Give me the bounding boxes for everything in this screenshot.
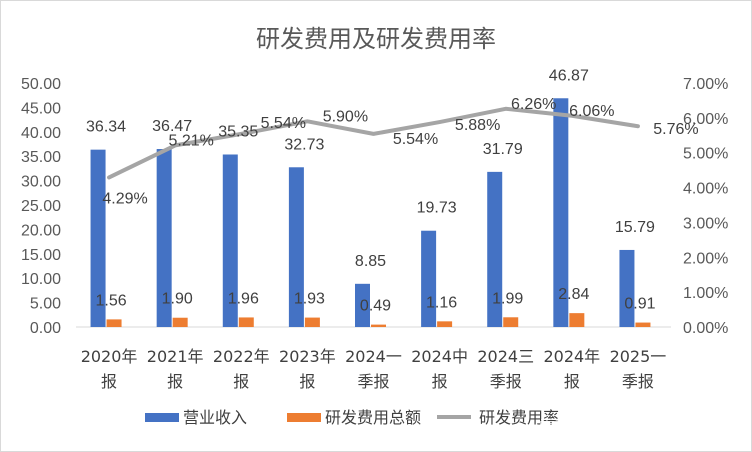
revenue-data-label: 31.79 — [483, 141, 523, 158]
category-label-line2: 报 — [299, 372, 315, 391]
rd-ratio-data-label: 5.88% — [455, 117, 500, 134]
revenue-bar — [487, 171, 503, 327]
category-label-line1: 2020年 — [81, 347, 138, 366]
revenue-data-label: 8.85 — [355, 253, 386, 270]
right-axis-tick-label: 0.00% — [683, 320, 728, 337]
rd-expense-bar — [106, 319, 122, 327]
category-label-line2: 报 — [233, 372, 249, 391]
data-labels-group: 36.34 36.47 35.35 32.73 8.85 19.73 31.79 46.87 1… — [86, 67, 699, 314]
category-label-line2: 报 — [564, 372, 580, 391]
rd-expense-data-label: 1.90 — [162, 291, 193, 308]
rd-expense-bar — [503, 317, 519, 327]
revenue-data-label: 32.73 — [284, 136, 324, 153]
category-label-line2: 季报 — [622, 372, 654, 391]
revenue-data-label: 36.47 — [152, 118, 192, 135]
category-label-line1: 2024一 — [345, 347, 402, 366]
right-axis-tick-label: 4.00% — [683, 181, 728, 198]
category-label-line2: 季报 — [490, 372, 522, 391]
category-label-line1: 2022年 — [213, 347, 270, 366]
rd-expense-data-label: 1.96 — [228, 290, 259, 307]
rd-ratio-data-label: 5.90% — [323, 108, 368, 125]
legend-label: 研发费用总额 — [325, 408, 421, 427]
revenue-bar — [355, 283, 370, 327]
rd-expense-data-label: 1.93 — [294, 291, 325, 308]
category-label-line2: 报 — [101, 372, 117, 391]
rd-ratio-data-label: 5.54% — [393, 131, 438, 148]
revenue-data-label: 15.79 — [615, 219, 655, 236]
rd-ratio-data-label: 5.54% — [261, 115, 306, 132]
right-axis-tick-label: 1.00% — [683, 285, 728, 302]
revenue-bar — [288, 167, 304, 327]
rd-expense-bar — [635, 322, 651, 327]
rd-expense-bar — [172, 317, 188, 327]
category-label-line1: 2023年 — [279, 347, 336, 366]
revenue-data-label: 36.34 — [86, 119, 126, 136]
left-axis-tick-label: 30.00 — [21, 174, 61, 191]
left-axis-tick-label: 15.00 — [21, 247, 61, 264]
revenue-data-label: 35.35 — [218, 123, 258, 140]
legend-label: 研发费用率 — [479, 408, 559, 427]
rd-ratio-data-label: 6.26% — [511, 96, 556, 113]
watermark: 雪球：魏军铝诚 — [539, 417, 651, 436]
rd-expense-data-label: 1.16 — [426, 294, 457, 311]
left-axis-tick-label: 0.00 — [30, 320, 61, 337]
category-label-line2: 报 — [167, 372, 183, 391]
category-label-line1: 2025一 — [610, 347, 667, 366]
category-label-line2: 季报 — [357, 372, 389, 391]
rd-expense-data-label: 1.99 — [492, 290, 523, 307]
category-label-line1: 2021年 — [147, 347, 204, 366]
left-axis: 0.00 5.00 10.00 15.00 20.00 25.00 30.00 35.00 40… — [21, 76, 671, 337]
right-axis-tick-label: 3.00% — [683, 215, 728, 232]
legend: 营业收入 研发费用总额 研发费用率 — [145, 408, 559, 427]
category-label-line1: 2024三 — [477, 347, 534, 366]
legend-swatch — [287, 413, 321, 422]
rd-ratio-data-label: 6.06% — [569, 103, 614, 120]
revenue-bar — [619, 249, 635, 327]
revenue-bar — [553, 98, 569, 327]
legend-swatch — [145, 413, 179, 422]
right-axis: 0.00% 1.00% 2.00% 3.00% 4.00% 5.00% 6.00% 7.00% — [683, 76, 728, 337]
category-label-line1: 2024年 — [543, 347, 600, 366]
line-group — [107, 106, 640, 180]
revenue-bar — [90, 149, 106, 327]
rd-expense-data-label: 0.49 — [360, 298, 391, 315]
left-axis-tick-label: 35.00 — [21, 149, 61, 166]
rd-expense-data-label: 1.56 — [95, 292, 126, 309]
bars-group — [90, 98, 651, 327]
revenue-bar — [421, 230, 437, 327]
rd-ratio-data-label: 5.21% — [168, 132, 213, 149]
rd-ratio-line — [107, 106, 640, 180]
legend-label: 营业收入 — [183, 408, 247, 427]
revenue-data-label: 46.87 — [549, 67, 589, 84]
left-axis-tick-label: 20.00 — [21, 222, 61, 239]
rd-expense-bar — [304, 317, 320, 327]
left-axis-tick-label: 10.00 — [21, 271, 61, 288]
right-axis-tick-label: 6.00% — [683, 111, 728, 128]
rd-expense-bar — [371, 324, 386, 327]
category-label-line1: 2024中 — [411, 347, 468, 366]
rd-expense-data-label: 2.84 — [558, 286, 589, 303]
left-axis-tick-label: 50.00 — [21, 76, 61, 93]
rd-expense-bar — [437, 321, 453, 327]
left-axis-tick-label: 5.00 — [30, 296, 61, 313]
rd-expense-data-label: 0.91 — [624, 296, 655, 313]
rd-expense-bar — [238, 317, 254, 327]
chart-title: 研发费用及研发费用率 — [256, 25, 496, 53]
rd-ratio-data-label: 4.29% — [102, 190, 147, 207]
right-axis-tick-label: 7.00% — [683, 76, 728, 93]
left-axis-tick-label: 45.00 — [21, 100, 61, 117]
rd-ratio-data-label: 5.76% — [653, 121, 698, 138]
revenue-bar — [156, 149, 172, 327]
category-label-line2: 报 — [432, 372, 448, 391]
revenue-data-label: 19.73 — [417, 200, 457, 217]
left-axis-tick-label: 25.00 — [21, 198, 61, 215]
left-axis-tick-label: 40.00 — [21, 125, 61, 142]
right-axis-tick-label: 2.00% — [683, 250, 728, 267]
right-axis-tick-label: 5.00% — [683, 146, 728, 163]
revenue-bar — [222, 154, 238, 327]
rd-expense-bar — [569, 313, 585, 327]
